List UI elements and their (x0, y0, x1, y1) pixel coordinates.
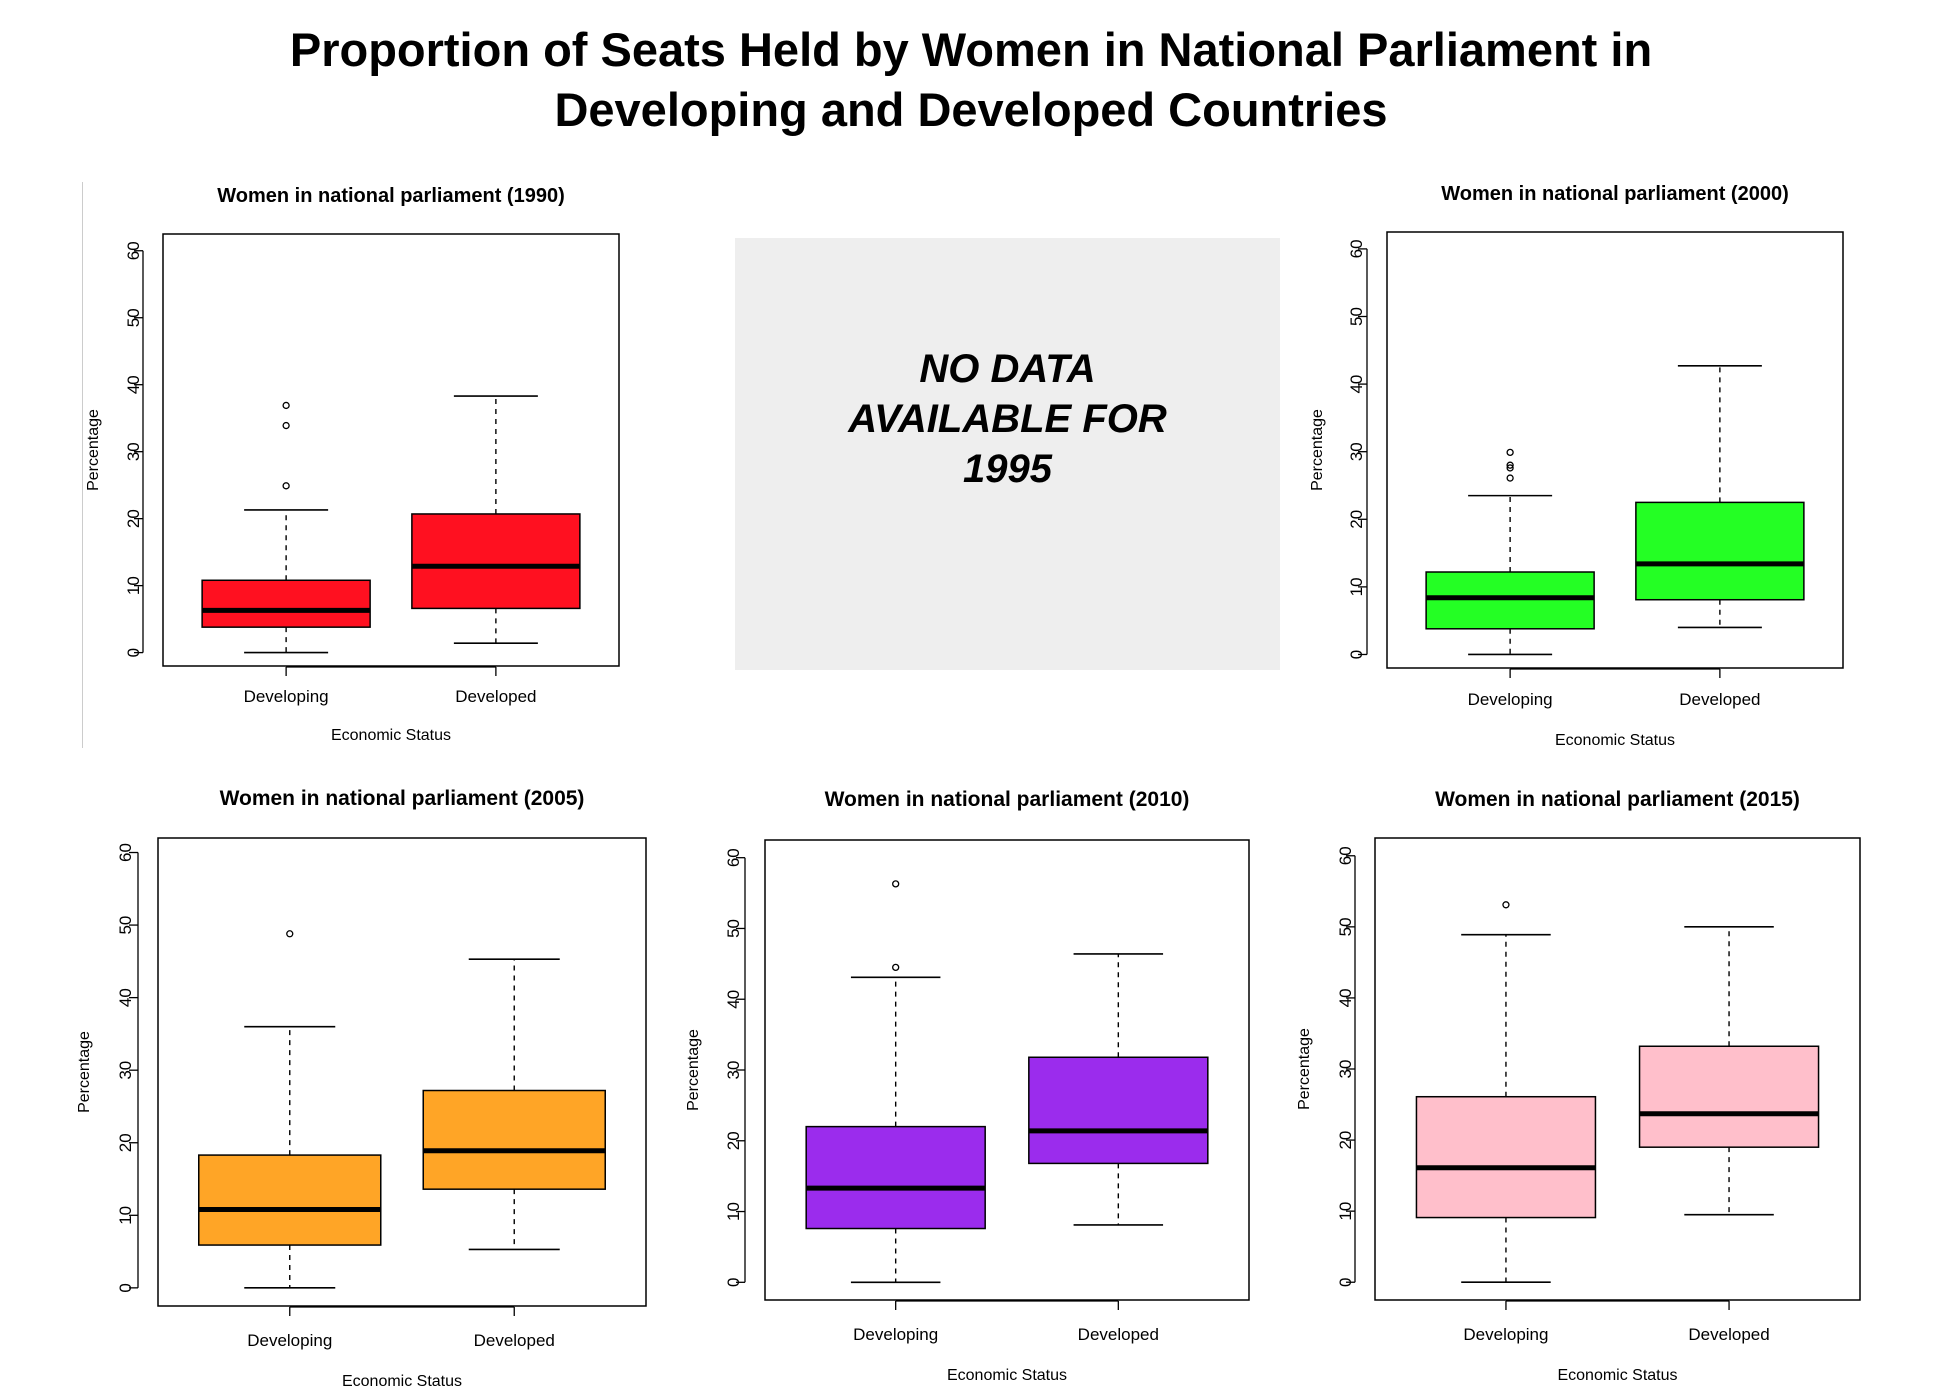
main-title: Proportion of Seats Held by Women in Nat… (0, 20, 1942, 140)
box-iqr (1028, 1056, 1209, 1165)
y-tick-label: 0 (124, 648, 143, 657)
x-axis-label: Economic Status (947, 1367, 1067, 1384)
y-tick-label: 10 (1347, 577, 1366, 596)
y-tick-label: 40 (116, 988, 135, 1007)
y-tick-label: 50 (116, 916, 135, 935)
x-tick-label: Developing (853, 1325, 938, 1344)
x-tick-label: Developed (1078, 1325, 1159, 1344)
x-axis-label: Economic Status (1557, 1367, 1677, 1384)
y-tick-label: 30 (724, 1061, 743, 1080)
outlier-point (286, 930, 294, 938)
y-tick-label: 50 (1347, 307, 1366, 326)
main-title-line-1: Proportion of Seats Held by Women in Nat… (289, 23, 1653, 76)
y-tick-label: 30 (124, 442, 143, 461)
y-axis-label: Percentage (76, 1031, 93, 1113)
x-axis-label: Economic Status (1555, 732, 1675, 749)
x-tick-label: Developing (1463, 1325, 1548, 1344)
y-tick-label: 60 (1347, 239, 1366, 258)
x-tick-label: Developed (1679, 690, 1760, 709)
box-iqr (201, 579, 371, 628)
box-iqr (1425, 571, 1595, 630)
plot-frame (1374, 837, 1861, 1301)
x-tick-label: Developed (1688, 1325, 1769, 1344)
box-iqr (422, 1089, 606, 1190)
y-tick-label: 60 (724, 848, 743, 867)
y-tick-label: 60 (116, 843, 135, 862)
panel-title: Women in national parliament (2015) (1435, 788, 1800, 811)
box-iqr (1638, 1045, 1820, 1148)
y-tick-label: 50 (124, 308, 143, 327)
y-tick-label: 20 (1336, 1131, 1355, 1150)
y-tick-label: 20 (724, 1131, 743, 1150)
box-iqr (1415, 1095, 1597, 1219)
y-tick-label: 40 (1347, 375, 1366, 394)
y-tick-label: 40 (124, 375, 143, 394)
y-tick-label: 10 (1336, 1202, 1355, 1221)
panel-title: Women in national parliament (2005) (220, 787, 585, 810)
box-iqr (411, 513, 581, 610)
outlier-point (282, 421, 290, 430)
y-tick-label: 50 (724, 919, 743, 938)
no-data-label: NO DATA AVAILABLE FOR 1995 (848, 347, 1167, 491)
y-axis-label: Percentage (1309, 409, 1326, 491)
x-tick-label: Developing (244, 687, 329, 706)
outlier-point (1506, 448, 1514, 457)
x-tick-label: Developed (455, 687, 536, 706)
y-tick-label: 30 (1347, 442, 1366, 461)
y-tick-label: 20 (124, 509, 143, 528)
y-axis-label: Percentage (685, 1029, 702, 1111)
y-tick-label: 10 (724, 1202, 743, 1221)
y-tick-label: 60 (124, 241, 143, 260)
outlier-point (282, 401, 290, 410)
outlier-point (1506, 474, 1514, 482)
y-axis-label: Percentage (1296, 1028, 1313, 1110)
panel-title: Women in national parliament (2000) (1441, 183, 1788, 205)
y-tick-label: 10 (116, 1206, 135, 1225)
outlier-point (892, 880, 900, 888)
y-tick-label: 0 (724, 1278, 743, 1287)
y-tick-label: 30 (1336, 1060, 1355, 1079)
y-tick-label: 0 (1336, 1277, 1355, 1286)
box-iqr (1635, 501, 1805, 601)
box-iqr (198, 1154, 382, 1246)
y-tick-label: 40 (1336, 988, 1355, 1007)
outlier-point (1506, 464, 1514, 472)
x-axis-label: Economic Status (331, 727, 451, 744)
panel-title: Women in national parliament (2010) (825, 788, 1190, 811)
main-title-line-2: Developing and Developed Countries (554, 83, 1388, 136)
y-tick-label: 60 (1336, 846, 1355, 865)
box-iqr (805, 1125, 986, 1230)
no-data-panel-1995: NO DATA AVAILABLE FOR 1995 (735, 238, 1280, 670)
plot-frame (162, 233, 620, 667)
outlier-point (1506, 461, 1514, 469)
outlier-point (1502, 901, 1510, 909)
plot-frame (157, 837, 647, 1307)
plot-frame (1386, 231, 1844, 669)
x-tick-label: Developing (247, 1331, 332, 1350)
plot-frame (764, 839, 1250, 1301)
y-tick-label: 30 (116, 1061, 135, 1080)
y-tick-label: 0 (116, 1283, 135, 1292)
panel-title: Women in national parliament (1990) (217, 185, 564, 207)
y-axis-label: Percentage (85, 409, 102, 491)
outlier-point (282, 482, 290, 490)
y-tick-label: 20 (116, 1133, 135, 1152)
x-axis-label: Economic Status (342, 1373, 462, 1390)
x-tick-label: Developed (474, 1331, 555, 1350)
y-tick-label: 20 (1347, 510, 1366, 529)
panel-divider (82, 182, 83, 748)
y-tick-label: 10 (124, 576, 143, 595)
y-tick-label: 40 (724, 990, 743, 1009)
y-tick-label: 50 (1336, 917, 1355, 936)
x-tick-label: Developing (1468, 690, 1553, 709)
outlier-point (892, 963, 900, 972)
y-tick-label: 0 (1347, 650, 1366, 659)
